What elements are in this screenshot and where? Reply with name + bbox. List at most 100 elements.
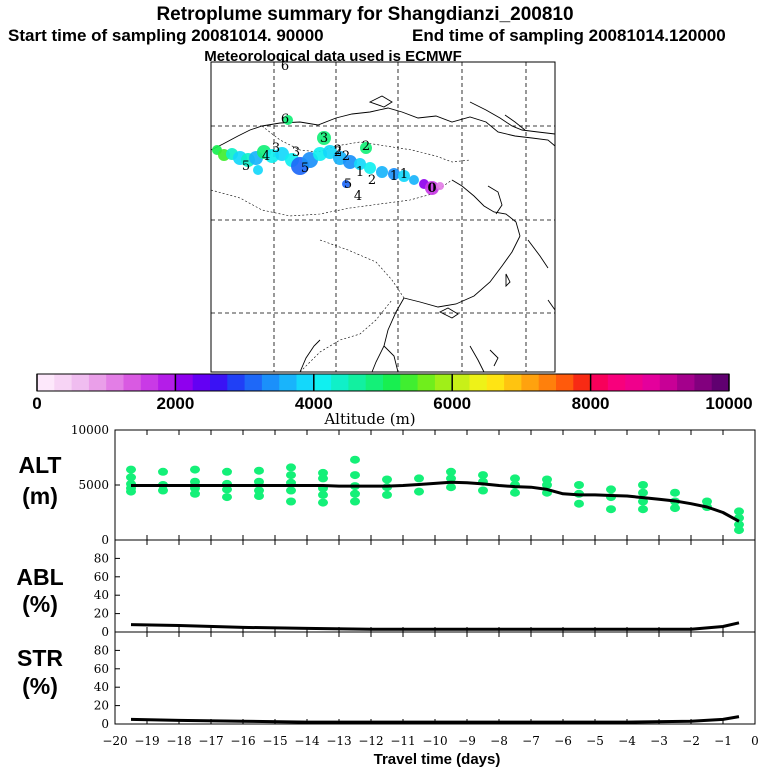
plume-marker xyxy=(376,166,388,178)
colorbar-cell xyxy=(590,374,609,391)
colorbar-cell xyxy=(556,374,574,391)
colorbar-cell xyxy=(452,374,470,391)
trajectory-day-label: 2 xyxy=(334,145,342,160)
x-tick-label: −13 xyxy=(326,734,351,748)
x-tick-label: −8 xyxy=(490,734,508,748)
panel-alt: 10000 5000 0 ALT (m) xyxy=(18,423,756,547)
colorbar-cell xyxy=(521,374,540,391)
colorbar-cell xyxy=(504,374,522,391)
plume-marker xyxy=(343,155,357,169)
plume-marker xyxy=(398,170,410,182)
colorbar-cell xyxy=(348,374,367,391)
x-tick-label: −2 xyxy=(682,734,700,748)
alt-scatter-point xyxy=(254,486,264,495)
colorbar-cell xyxy=(434,374,453,391)
panel-ylabel: ABL xyxy=(16,564,63,590)
plume-marker xyxy=(364,162,376,174)
x-tick-label: −10 xyxy=(422,734,447,748)
alt-scatter-point xyxy=(414,487,424,496)
plume-marker xyxy=(436,182,444,190)
y-tick-label: 0 xyxy=(101,717,109,731)
x-tick-label: −20 xyxy=(102,734,127,748)
x-tick-label: −19 xyxy=(134,734,159,748)
alt-scatter-point xyxy=(382,475,392,484)
colorbar-tick-label: 0 xyxy=(32,394,41,413)
y-tick-label: 0 xyxy=(101,533,109,547)
str-mean-line xyxy=(130,715,740,724)
colorbar-cell xyxy=(573,374,592,391)
alt-scatter-point xyxy=(638,497,648,506)
alt-scatter-point xyxy=(446,474,456,483)
colorbar-cell xyxy=(210,374,228,391)
trajectory-day-label: 2 xyxy=(342,149,350,164)
trajectory-day-label: 3 xyxy=(272,141,280,156)
x-tick-label: −17 xyxy=(198,734,223,748)
trajectory-day-label: 1 xyxy=(356,165,364,180)
colorbar-cell xyxy=(365,374,384,391)
plume-marker xyxy=(317,131,331,145)
alt-scatter-point xyxy=(254,466,264,475)
alt-scatter-point xyxy=(254,492,264,500)
colorbar-cell xyxy=(71,374,90,391)
x-tick-label: −6 xyxy=(554,734,572,748)
trajectory-day-label: 2 xyxy=(362,139,370,154)
alt-scatter-point xyxy=(350,471,360,480)
trajectory-day-label: 3 xyxy=(292,145,300,160)
plume-marker xyxy=(342,180,350,188)
alt-scatter-point xyxy=(318,468,328,477)
colorbar-cell xyxy=(659,374,678,391)
alt-scatter-point xyxy=(318,474,328,483)
x-axis-label: Travel time (days) xyxy=(374,751,501,768)
x-tick-label: −9 xyxy=(458,734,476,748)
alt-scatter-point xyxy=(638,481,648,489)
x-tick-label: 0 xyxy=(751,734,759,748)
alt-scatter-point xyxy=(734,526,744,535)
plume-marker xyxy=(354,158,366,170)
alt-scatter-point xyxy=(638,488,648,497)
colorbar-tick-label: 2000 xyxy=(156,394,194,413)
time-series-panels: 1000050000ALT(m)806040200ABL(%)806040200… xyxy=(16,423,758,768)
colorbar-cell xyxy=(244,374,263,391)
panel-ylabel: STR xyxy=(17,645,63,671)
colorbar-cell xyxy=(296,374,315,391)
y-tick-label: 20 xyxy=(94,607,109,621)
alt-scatter-point xyxy=(286,471,296,480)
trajectory-day-label: 5 xyxy=(344,177,352,192)
alt-scatter-point xyxy=(158,467,168,476)
alt-scatter-point xyxy=(734,507,744,516)
alt-scatter-point xyxy=(222,493,232,502)
sampling-end-label: End time of sampling 20081014.120000 xyxy=(412,26,726,45)
alt-scatter-point xyxy=(222,485,232,494)
trajectory-plume xyxy=(212,115,444,195)
alt-scatter-point xyxy=(190,465,200,474)
figure-title: Retroplume summary for Shangdianzi_20081… xyxy=(156,4,573,25)
alt-scatter-point xyxy=(574,481,584,489)
colorbar-tick-label: 4000 xyxy=(295,394,333,413)
plume-marker xyxy=(253,165,263,175)
colorbar-cell xyxy=(486,374,505,391)
x-tick-label: −18 xyxy=(166,734,191,748)
colorbar-cell xyxy=(400,374,419,391)
y-tick-label: 60 xyxy=(94,662,109,676)
alt-scatter-point xyxy=(542,475,552,484)
alt-scatter-point xyxy=(606,485,616,494)
trajectory-day-label: 0 xyxy=(427,181,436,196)
x-tick-label: −1 xyxy=(714,734,732,748)
y-tick-label: 80 xyxy=(94,643,109,657)
y-tick-label: 0 xyxy=(101,625,109,639)
plume-marker xyxy=(425,181,439,195)
y-tick-label: 80 xyxy=(94,551,109,565)
colorbar-cell xyxy=(227,374,246,391)
x-tick-label: −4 xyxy=(618,734,636,748)
alt-scatter-point xyxy=(350,497,360,506)
alt-scatter-point xyxy=(254,477,264,486)
colorbar-cell xyxy=(625,374,643,391)
colorbar-cell xyxy=(175,374,194,391)
abl-mean-line xyxy=(130,621,740,631)
x-tick-label: −7 xyxy=(522,734,540,748)
alt-scatter-point xyxy=(574,499,584,508)
colorbar-cell xyxy=(642,374,661,391)
